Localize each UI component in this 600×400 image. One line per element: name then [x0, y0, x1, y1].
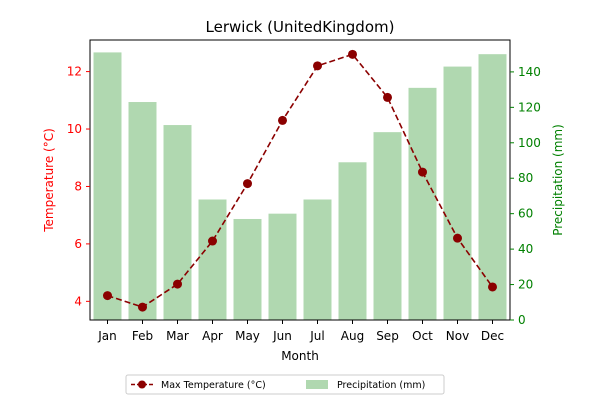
- y-left-tick-label: 4: [74, 294, 82, 308]
- precipitation-bar: [268, 213, 297, 320]
- y-right-tick-label: 80: [518, 171, 533, 185]
- y-axis-left-label: Temperature (°C): [42, 128, 56, 233]
- precipitation-bar: [478, 54, 507, 320]
- temperature-point: [313, 61, 322, 71]
- legend-box: [125, 374, 445, 395]
- temperature-line: [107, 53, 494, 308]
- x-tick-label: Jun: [272, 329, 292, 343]
- precipitation-bar: [93, 52, 122, 321]
- chart-title: Lerwick (UnitedKingdom): [206, 18, 395, 36]
- temperature-point: [208, 236, 217, 246]
- precipitation-bar: [338, 162, 367, 320]
- x-axis-label: Month: [281, 349, 319, 363]
- x-tick-label: Mar: [166, 329, 189, 343]
- x-tick-label: May: [235, 329, 260, 343]
- precipitation-bar: [233, 218, 262, 320]
- legend-temperature-label: Max Temperature (°C): [161, 380, 266, 391]
- x-tick-label: Nov: [446, 329, 469, 343]
- x-tick-label: Dec: [481, 329, 504, 343]
- temperature-point: [173, 279, 182, 289]
- precipitation-bars: [93, 52, 507, 321]
- x-tick-label: Sep: [376, 329, 399, 343]
- legend-temperature-marker-icon: [138, 380, 146, 389]
- temperature-point: [243, 179, 252, 189]
- temperature-point: [488, 282, 497, 292]
- x-tick-label: Feb: [132, 329, 153, 343]
- y-right-tick-label: 120: [518, 100, 541, 114]
- precipitation-bar: [443, 66, 472, 320]
- y-left-tick-label: 6: [74, 237, 82, 251]
- y-right-tick-label: 20: [518, 278, 533, 292]
- temperature-point: [278, 115, 287, 125]
- y-left-tick-label: 12: [67, 65, 82, 79]
- precipitation-bar: [303, 199, 332, 320]
- precipitation-bar: [408, 87, 437, 320]
- x-tick-label: Jan: [97, 329, 117, 343]
- precipitation-bar: [373, 132, 402, 320]
- temperature-point: [103, 291, 112, 301]
- legend-precipitation-label: Precipitation (mm): [337, 380, 425, 391]
- y-right-tick-label: 0: [518, 313, 526, 327]
- y-right-tick-label: 60: [518, 207, 533, 221]
- y-axis-right-label: Precipitation (mm): [551, 124, 565, 236]
- y-right-tick-label: 140: [518, 65, 541, 79]
- plot-frame: [89, 39, 511, 321]
- legend: Max Temperature (°C) Precipitation (mm): [125, 374, 445, 395]
- y-right-tick-label: 100: [518, 136, 541, 150]
- x-tick-label: Jul: [309, 329, 324, 343]
- temperature-point: [418, 167, 427, 177]
- y-right-tick-label: 40: [518, 242, 533, 256]
- temperature-line-layer: [103, 49, 497, 312]
- axes: Jan Feb Mar Apr May Jun Jul Aug Sep Oct Nov Dec 4 6 8 1…: [67, 39, 541, 343]
- temperature-point: [383, 92, 392, 102]
- temperature-point: [138, 302, 147, 312]
- y-left-tick-label: 10: [67, 122, 82, 136]
- y-left-tick-label: 8: [74, 179, 82, 193]
- x-tick-label: Apr: [202, 329, 223, 343]
- temperature-point: [348, 49, 357, 59]
- precipitation-bar: [128, 102, 157, 320]
- x-tick-label: Oct: [412, 329, 433, 343]
- precipitation-bar: [198, 199, 227, 320]
- x-tick-label: Aug: [341, 329, 364, 343]
- temperature-point: [453, 233, 462, 243]
- legend-precipitation-swatch-icon: [306, 380, 328, 389]
